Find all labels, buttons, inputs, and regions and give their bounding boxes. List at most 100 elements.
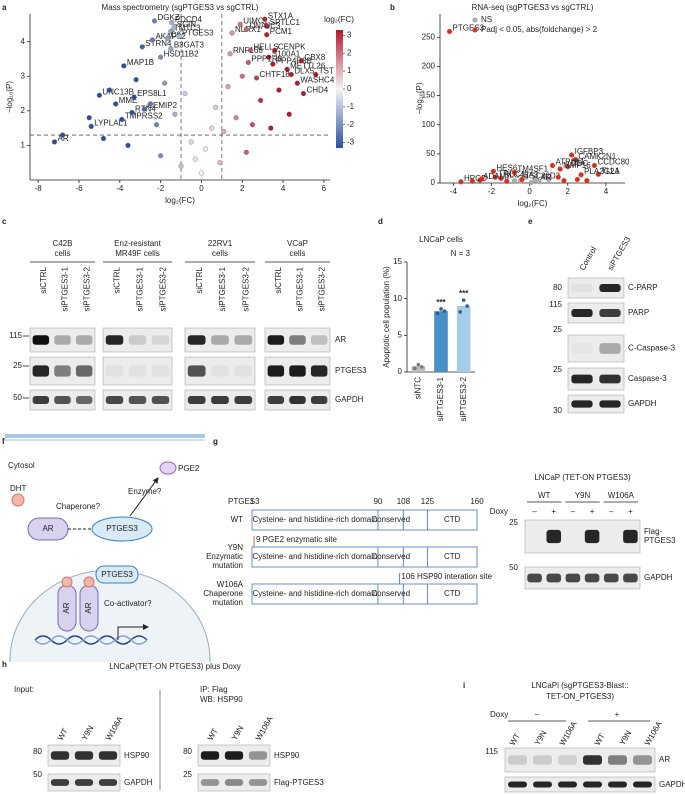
- panel-letter: c: [2, 217, 7, 226]
- marker-label: 80: [553, 283, 562, 292]
- blot-title: LNCaP (TET-ON PTGES3): [534, 473, 631, 482]
- point-label: TSC22D3: [525, 172, 561, 181]
- point: [546, 176, 552, 183]
- protein-label: GAPDH: [335, 395, 364, 404]
- protein-label: C-Caspase-3: [628, 344, 676, 353]
- panel-letter: i: [463, 681, 465, 690]
- marker-label: 30: [553, 406, 562, 415]
- point-label: TMPRSS2: [125, 112, 163, 121]
- sign: –: [571, 507, 576, 516]
- band: [32, 365, 50, 377]
- point-label: TST: [319, 67, 334, 76]
- replicate-point: [465, 304, 469, 308]
- protein-label: Flag-PTGES3: [274, 778, 324, 787]
- point: [578, 172, 584, 178]
- lane-label: Y9N: [533, 729, 549, 747]
- point: [192, 156, 198, 162]
- blot: [102, 356, 173, 386]
- band: [187, 335, 206, 345]
- band: [248, 779, 268, 786]
- y-axis-label: −log₁₀(P): [5, 81, 14, 113]
- point: [60, 132, 66, 138]
- label: AR: [42, 524, 53, 533]
- point: [168, 46, 174, 52]
- band: [151, 396, 170, 404]
- x-tick-label: 4: [604, 187, 609, 196]
- band: [289, 365, 306, 377]
- y-tick-label: 150: [422, 91, 436, 100]
- lane-label: W106A: [254, 714, 275, 742]
- band: [54, 365, 71, 377]
- position-label: 108: [397, 497, 411, 506]
- point: [149, 37, 155, 43]
- lane-label: siPTGES3-2: [241, 266, 250, 311]
- sign: +: [551, 507, 556, 516]
- position-label: 1: [250, 497, 255, 506]
- band: [224, 779, 244, 786]
- point: [298, 58, 304, 64]
- colorbar: [336, 30, 343, 148]
- point: [100, 135, 107, 142]
- lane-label: Y9N: [618, 729, 634, 747]
- band: [187, 396, 206, 404]
- point: [574, 176, 580, 183]
- point: [249, 122, 255, 128]
- point-label: DNAJC3: [249, 22, 281, 31]
- point-label: TLL1: [601, 166, 620, 175]
- section-label: WB: HSP90: [200, 695, 243, 704]
- domain-label: Cysteine- and histidine-rich domain: [252, 589, 377, 598]
- point: [107, 87, 113, 93]
- blot-title: TET-ON_PTGES3): [546, 692, 614, 701]
- y-tick-label: 0: [398, 367, 403, 376]
- lane-label: Y9N: [80, 724, 96, 742]
- colorbar-tick-label: 1: [347, 66, 352, 75]
- point-label: MAP1B: [127, 58, 154, 67]
- point-label: STX1A: [268, 11, 294, 20]
- x-tick-label: siPTGES3-1: [436, 376, 445, 421]
- point-label: DGKZ: [157, 13, 179, 22]
- point: [113, 101, 119, 107]
- section-label: IP: Flag: [200, 685, 228, 694]
- domain: [426, 509, 478, 531]
- point: [313, 71, 319, 78]
- x-tick-label: siNTC: [413, 377, 422, 399]
- point: [272, 47, 278, 53]
- band: [234, 335, 253, 345]
- point-label: TMTC3: [174, 23, 201, 32]
- band: [200, 779, 220, 786]
- point: [131, 94, 137, 100]
- pge2-molecule: [159, 461, 177, 475]
- band: [583, 781, 602, 788]
- point-label: TRGC1: [498, 169, 526, 178]
- section-label: Input:: [14, 685, 34, 694]
- point-label: ADAM7: [483, 172, 511, 181]
- point: [565, 164, 571, 170]
- point: [258, 97, 264, 104]
- band: [633, 781, 652, 788]
- lane-label: siCTRL: [195, 266, 204, 293]
- point-label: SLC45A3: [504, 170, 539, 179]
- replicate-point: [461, 298, 466, 302]
- dht-ligand: [83, 576, 95, 588]
- point: [264, 23, 270, 29]
- chart-title: LNCaP cells: [419, 235, 463, 244]
- panel-letter: e: [528, 217, 533, 226]
- band: [533, 781, 552, 788]
- y-tick-label: 250: [422, 32, 436, 41]
- lane-label: WT: [593, 732, 607, 747]
- point-label: PTGES3: [182, 29, 214, 38]
- band: [289, 335, 306, 345]
- point: [253, 75, 260, 81]
- band: [546, 573, 562, 583]
- lane-label: siPTGES3-2: [82, 266, 91, 311]
- band: [267, 335, 285, 345]
- marker-label: 115: [9, 331, 22, 340]
- point: [492, 174, 498, 180]
- point-label: SCIN: [177, 20, 196, 29]
- blot: [197, 773, 271, 792]
- domain-label: CTD: [444, 515, 461, 524]
- sign: +: [590, 507, 595, 516]
- domain-label: Conserved: [371, 552, 410, 561]
- point: [153, 122, 160, 128]
